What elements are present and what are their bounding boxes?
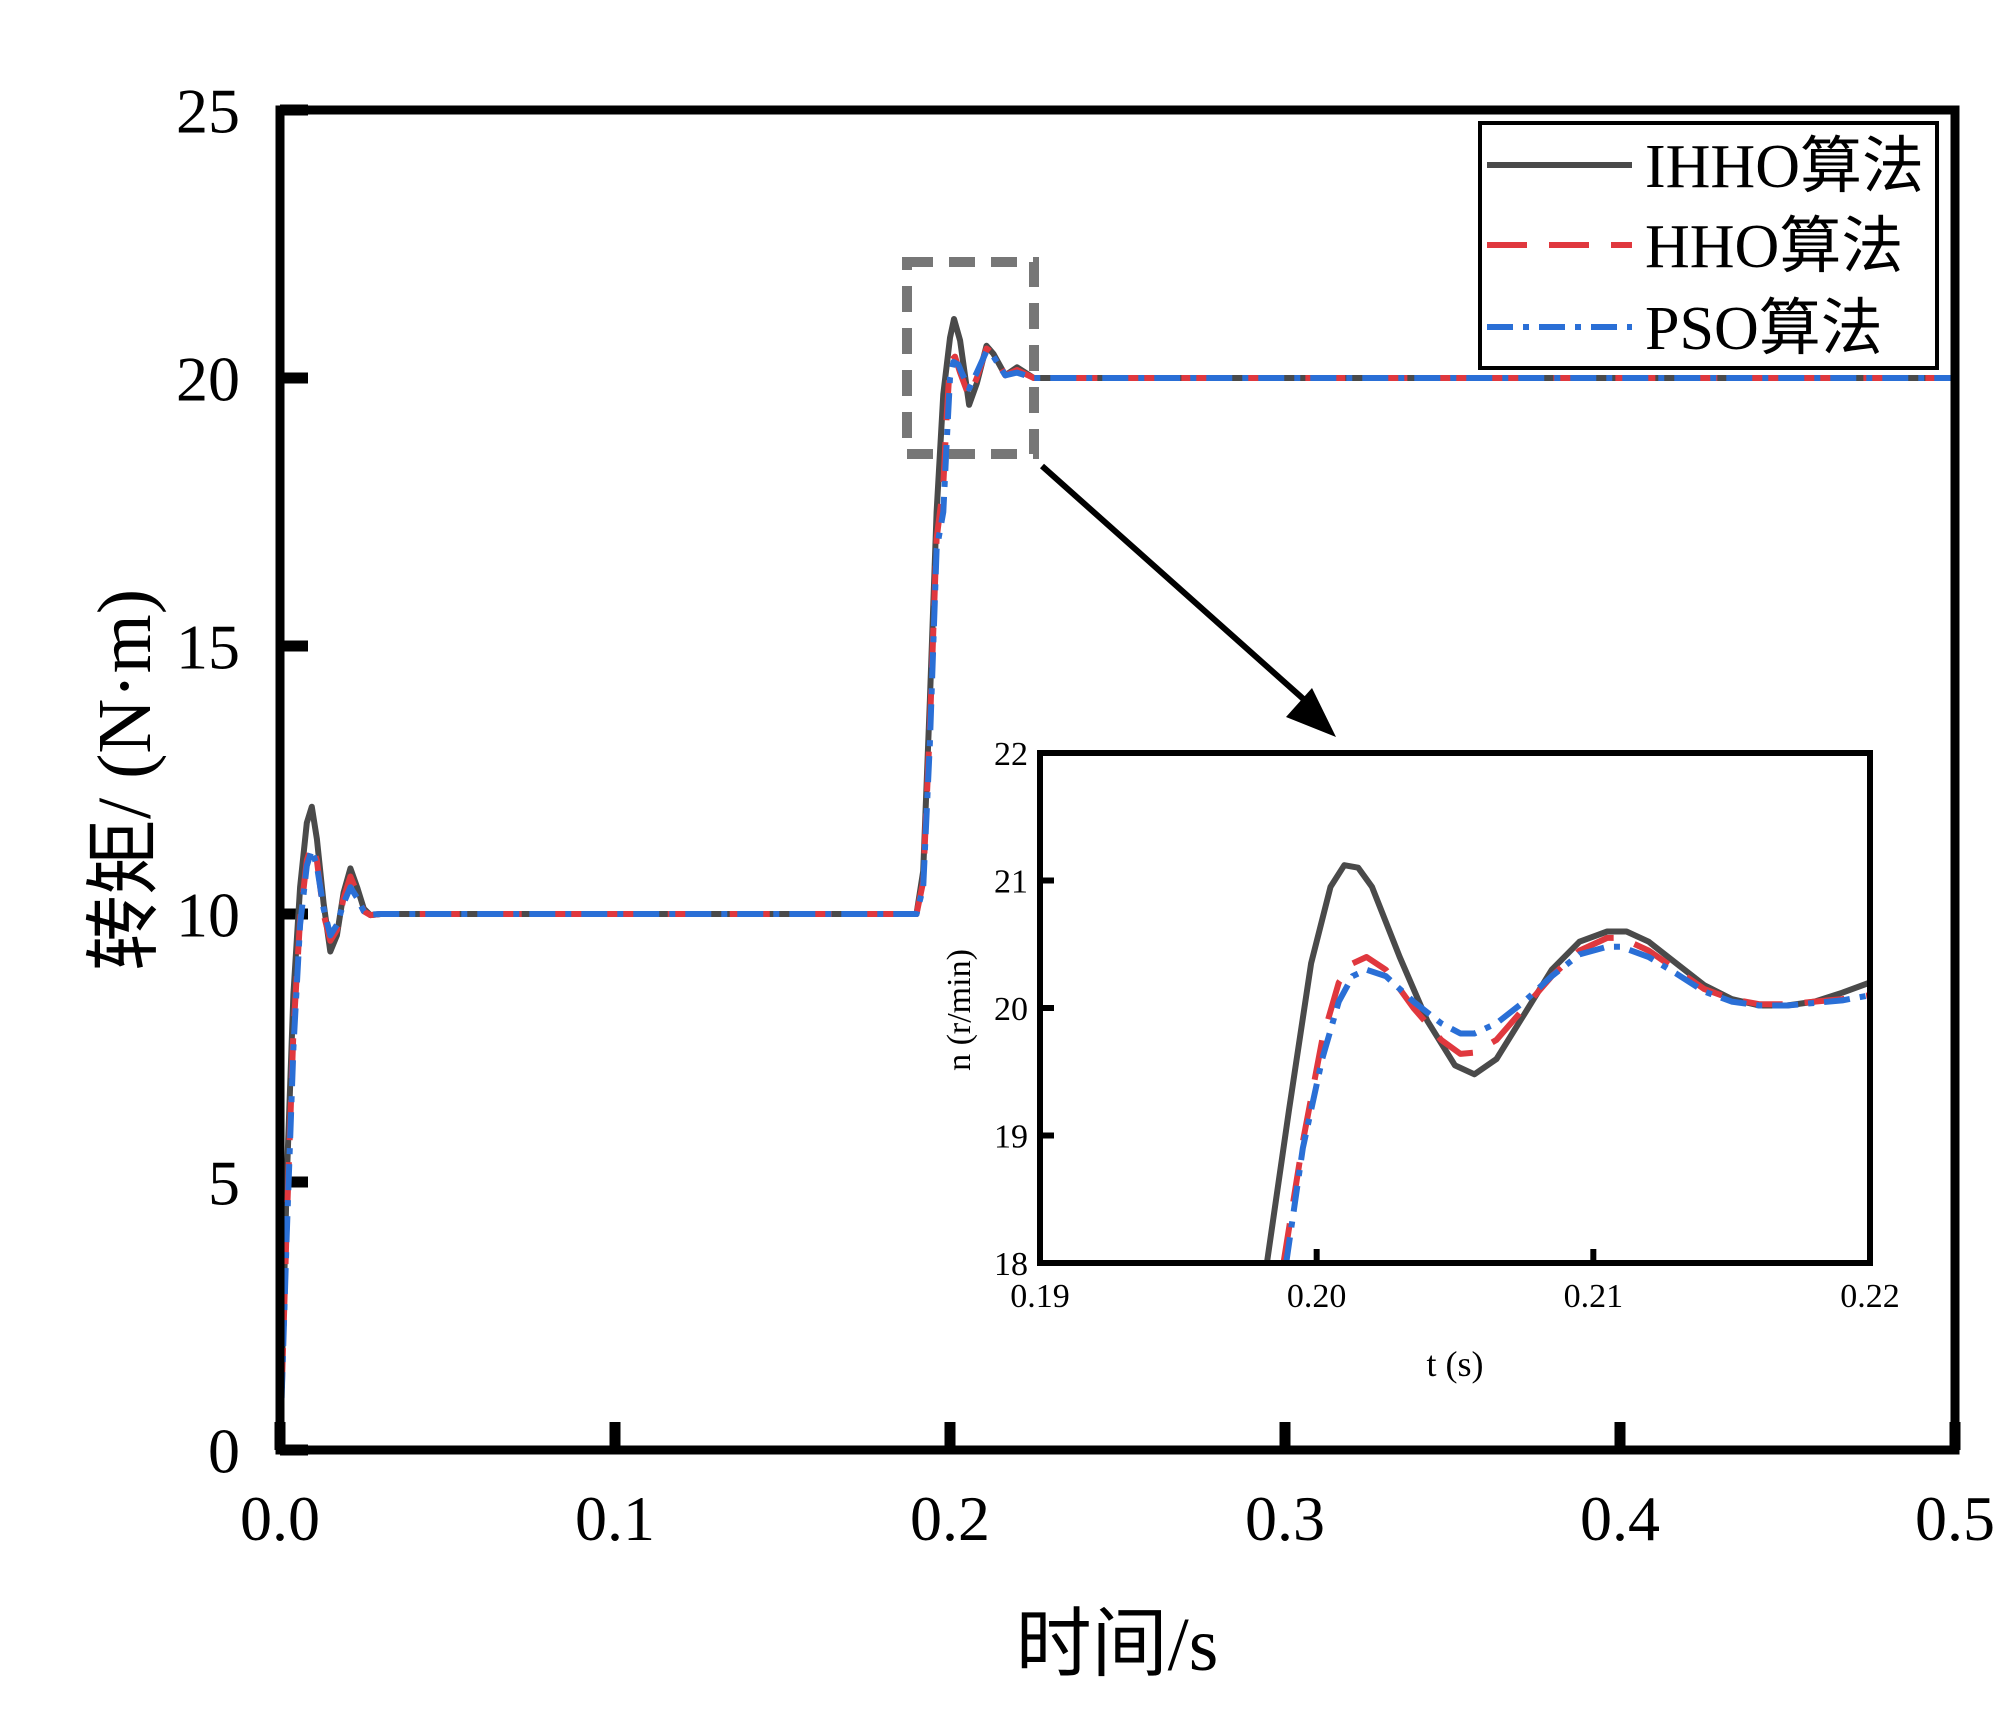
legend-label-ihho: IHHO算法: [1645, 133, 1924, 201]
main-plot-frame: [275, 105, 1960, 1455]
main-y-axis-label: 转矩/ (N·m): [83, 589, 167, 971]
inset-x-tick-label: 0.20: [1287, 1278, 1347, 1315]
inset-series-pso: [1283, 943, 1870, 1263]
main-series-pso: [280, 348, 1955, 1450]
zoom-arrow-line: [1040, 463, 1320, 715]
main-x-tick-label: 0.4: [1580, 1483, 1660, 1554]
legend-item-hho: HHO算法: [1487, 213, 1903, 281]
legend-item-ihho: IHHO算法: [1487, 133, 1924, 201]
main-x-axis-label: 时间/s: [1016, 1603, 1219, 1687]
zoom-region-box: [902, 257, 1039, 459]
main-x-tick-label: 0.3: [1245, 1483, 1325, 1554]
inset-y-tick-label: 21: [994, 863, 1028, 900]
legend-label-hho: HHO算法: [1645, 213, 1903, 281]
inset-chart: 0.19 0.20 0.21 0.22 18 19 20 21 22 t (s) n (r/mi…: [941, 736, 1900, 1384]
main-y-tick-label: 5: [208, 1147, 240, 1218]
inset-y-tick-label: 22: [994, 736, 1028, 773]
main-plot-series: [280, 316, 1955, 1450]
inset-background: [1040, 753, 1870, 1263]
inset-x-axis-label: t (s): [1427, 1344, 1484, 1384]
inset-series-hho: [1280, 934, 1870, 1263]
main-x-tick-label: 0.5: [1915, 1483, 1995, 1554]
inset-y-tick-label: 18: [994, 1246, 1028, 1283]
zoom-arrow-head: [1286, 688, 1336, 737]
main-x-tick-label: 0.1: [575, 1483, 655, 1554]
legend: IHHO算法 HHO算法 PSO算法: [1478, 121, 1939, 370]
main-y-tick-label: 25: [176, 75, 240, 146]
inset-x-tick-label: 0.19: [1010, 1278, 1070, 1315]
main-axis-ticks: 0.0 0.1 0.2 0.3 0.4 0.5 0 5 10 15 20 25: [176, 75, 1995, 1554]
inset-x-tick-label: 0.22: [1840, 1278, 1900, 1315]
main-y-tick-label: 20: [176, 343, 240, 414]
inset-plot-series: [1263, 862, 1870, 1263]
inset-axis-ticks: 0.19 0.20 0.21 0.22 18 19 20 21 22: [994, 736, 1900, 1315]
main-y-tick-label: 15: [176, 611, 240, 682]
inset-y-tick-label: 20: [994, 991, 1028, 1028]
inset-x-tick-label: 0.21: [1564, 1278, 1624, 1315]
main-y-tick-label: 0: [208, 1415, 240, 1486]
main-x-tick-label: 0.0: [240, 1483, 320, 1554]
main-x-tick-label: 0.2: [910, 1483, 990, 1554]
inset-y-tick-label: 19: [994, 1118, 1028, 1155]
legend-label-pso: PSO算法: [1645, 295, 1883, 363]
inset-plot-frame: [1037, 750, 1873, 1266]
inset-y-axis-label: n (r/min): [941, 949, 978, 1071]
legend-item-pso: PSO算法: [1487, 295, 1883, 363]
main-y-tick-label: 10: [176, 879, 240, 950]
